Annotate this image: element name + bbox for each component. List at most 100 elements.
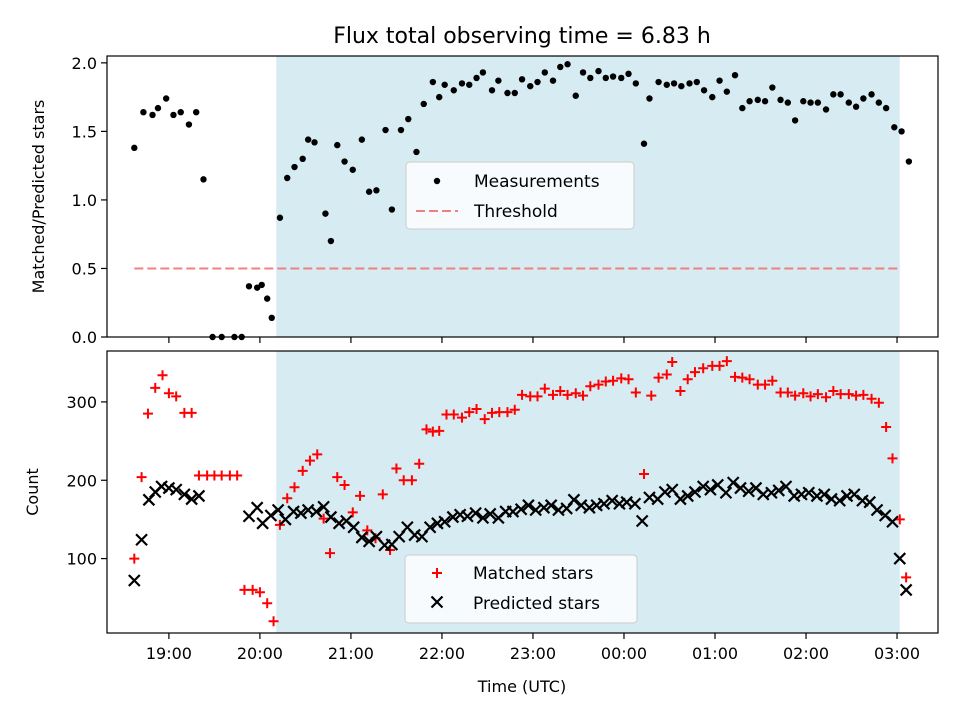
predicted-stars-point <box>696 480 710 493</box>
measurement-point <box>311 139 318 146</box>
measurement-point <box>640 140 648 147</box>
matched-stars-point <box>555 385 566 396</box>
predicted-stars-point <box>583 501 596 514</box>
matched-stars-point <box>304 455 315 466</box>
measurement-point <box>263 295 271 302</box>
predicted-stars-point <box>423 520 437 534</box>
matched-stars-point <box>767 375 778 386</box>
measurement-point <box>334 141 341 149</box>
predicted-stars-point <box>469 506 482 520</box>
matched-stars-point <box>782 387 793 398</box>
matched-stars-point <box>721 356 732 367</box>
measurement-point <box>852 103 860 110</box>
x-tick-label: 21:00 <box>328 644 374 663</box>
measurement-point <box>822 106 830 113</box>
measurement-point <box>632 80 640 87</box>
matched-stars-point <box>391 463 402 474</box>
predicted-stars-point <box>628 497 642 511</box>
matched-stars-point <box>608 375 619 386</box>
measurement-point <box>891 124 898 131</box>
measurement-point <box>527 82 534 90</box>
matched-stars-point <box>593 379 604 390</box>
measurement-point <box>441 81 448 88</box>
measurement-point <box>837 91 844 98</box>
measurement-point <box>479 69 487 76</box>
legend-marker-measurements <box>433 177 441 185</box>
matched-stars-point <box>186 407 197 418</box>
chart-title: Flux total observing time = 6.83 h <box>333 24 711 49</box>
matched-stars-point <box>471 403 482 414</box>
matched-stars-point <box>232 470 243 481</box>
predicted-stars-point <box>522 499 535 512</box>
y-tick-label: 200 <box>66 471 97 490</box>
matched-stars-point <box>843 389 854 400</box>
measurement-point <box>746 98 753 105</box>
predicted-stars-point <box>886 515 899 529</box>
matched-stars-point <box>630 387 641 398</box>
legend-label-predicted: Predicted stars <box>473 594 600 614</box>
y-tick-label: 300 <box>66 393 97 412</box>
measurement-point <box>291 163 298 171</box>
measurement-point <box>646 95 653 102</box>
matched-stars-point <box>282 493 293 504</box>
predicted-stars-point <box>847 488 861 501</box>
predicted-stars-point <box>605 494 619 507</box>
measurement-point <box>258 281 265 289</box>
matched-stars-point <box>142 408 153 419</box>
predicted-stars-point <box>355 531 369 544</box>
matched-stars-point <box>157 370 168 381</box>
legend-label-measurements: Measurements <box>474 172 600 192</box>
matched-stars-point <box>689 367 700 378</box>
measurement-point <box>807 99 814 106</box>
measurement-point <box>609 73 617 80</box>
matched-stars-point <box>539 383 550 394</box>
matched-stars-point <box>517 389 528 400</box>
measurement-point <box>716 77 723 84</box>
measurement-point <box>131 144 138 152</box>
x-tick-label: 02:00 <box>783 644 829 663</box>
predicted-stars-point <box>192 489 206 503</box>
measurement-point <box>365 188 373 195</box>
predicted-stars-point <box>802 486 816 500</box>
matched-stars-point <box>509 404 520 415</box>
measurement-point <box>420 100 427 108</box>
matched-stars-point <box>362 525 373 536</box>
predicted-stars-point <box>772 484 785 497</box>
matched-stars-point <box>578 390 589 401</box>
x-tick-label: 19:00 <box>146 644 192 663</box>
y-tick-label: 0.5 <box>72 259 97 278</box>
predicted-stars-point <box>734 481 747 495</box>
matched-stars-point <box>901 572 912 583</box>
predicted-stars-point <box>742 484 755 498</box>
matched-stars-point <box>547 389 558 400</box>
measurement-point <box>382 126 389 134</box>
measurement-point <box>625 70 632 78</box>
measurement-point <box>618 74 625 82</box>
matched-stars-point <box>570 388 581 399</box>
matched-stars-point <box>737 372 748 383</box>
measurement-point <box>413 148 420 156</box>
predicted-stars-point <box>294 506 308 520</box>
measurement-point <box>868 91 875 98</box>
matched-stars-point <box>562 389 573 400</box>
matched-stars-point <box>667 356 678 367</box>
predicted-stars-point <box>178 488 191 501</box>
matched-stars-point <box>414 458 425 469</box>
predicted-stars-point <box>446 510 460 524</box>
matched-stars-point <box>653 372 664 383</box>
measurement-point <box>473 74 480 82</box>
matched-stars-point <box>760 379 771 390</box>
predicted-stars-point <box>765 486 778 500</box>
measurement-point <box>845 99 853 106</box>
matched-stars-point <box>464 407 475 418</box>
matched-stars-point <box>355 490 366 501</box>
predicted-stars-point <box>483 507 497 521</box>
measurement-point <box>504 89 511 97</box>
matched-stars-point <box>821 392 832 403</box>
matched-stars-point <box>312 449 323 460</box>
measurement-point <box>200 176 207 183</box>
measurement-point <box>185 121 193 128</box>
measurement-point <box>572 92 579 99</box>
x-axis-label: Time (UTC) <box>477 677 566 696</box>
measurement-point <box>466 81 473 88</box>
